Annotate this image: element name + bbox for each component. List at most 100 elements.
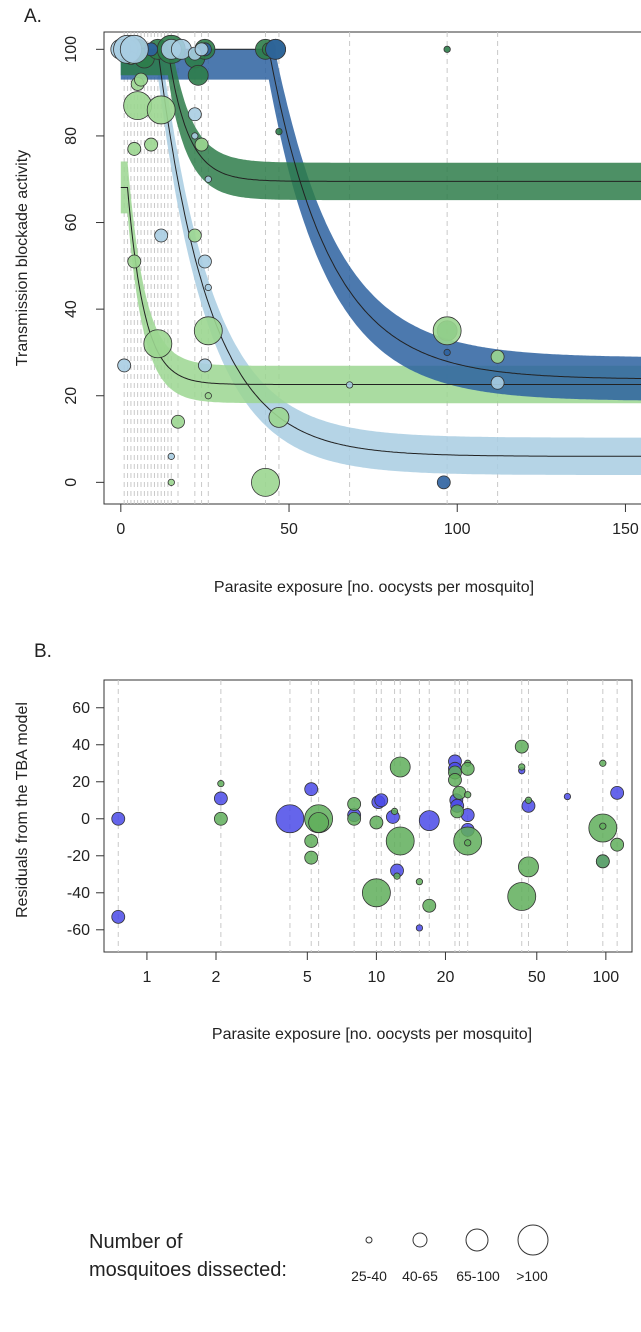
data-point [198, 254, 212, 269]
data-point [123, 91, 153, 121]
data-point [193, 316, 223, 346]
confidence-band [120, 49, 641, 401]
legend-circle-xlarge [517, 1224, 549, 1256]
x-tick-label: 5 [303, 969, 312, 986]
confidence-band [120, 49, 641, 201]
data-point [390, 807, 399, 815]
panel-b-label: B. [34, 641, 52, 662]
data-point [167, 478, 175, 486]
data-point [167, 452, 175, 460]
data-point [415, 924, 424, 932]
legend-bin-label: >100 [516, 1268, 548, 1284]
y-tick-label: 0 [81, 811, 90, 828]
x-tick-label: 1 [142, 969, 151, 986]
data-point [119, 34, 149, 64]
y-tick-label: 20 [63, 387, 80, 405]
data-point [170, 38, 192, 60]
data-point [111, 909, 126, 924]
data-point [265, 38, 286, 60]
data-point [347, 797, 362, 811]
data-point [127, 142, 142, 156]
x-tick-label: 10 [367, 969, 385, 986]
data-point [452, 785, 467, 800]
panel-b: B. 1 2 5 10 20 50 100 -60 -40 -20 0 20 40 60 Parasit… [14, 641, 633, 1043]
data-point [518, 856, 539, 878]
x-tick-label: 2 [212, 969, 221, 986]
data-point [111, 811, 126, 826]
panel-b-plot-frame [103, 679, 633, 953]
data-point [213, 811, 228, 826]
y-tick-label: 20 [72, 774, 90, 791]
panel-a-label: A. [24, 6, 42, 27]
y-tick-label: -20 [67, 848, 90, 865]
legend-bin-label: 40-65 [402, 1268, 438, 1284]
y-tick-label: 80 [63, 127, 80, 145]
data-point [146, 95, 176, 125]
panel-b-y-axis-label: Residuals from the TBA model [14, 702, 31, 918]
data-point [191, 132, 199, 140]
panel-b-exposure-lines [117, 680, 618, 952]
data-point [198, 358, 212, 373]
data-point [595, 854, 610, 869]
data-point [361, 878, 391, 908]
legend-circle-large [465, 1228, 489, 1252]
data-point [171, 414, 185, 429]
data-point [194, 137, 209, 152]
data-point [345, 381, 354, 389]
data-point [432, 316, 462, 346]
data-point [393, 872, 401, 880]
panel-b-x-ticks: 1 2 5 10 20 50 100 [142, 952, 619, 986]
panel-a-x-ticks: 0 50 100 150 [116, 504, 639, 538]
data-point [389, 756, 411, 778]
data-point [514, 739, 529, 754]
data-point [464, 791, 472, 799]
data-point [127, 254, 142, 269]
data-point [304, 782, 319, 797]
data-point [187, 228, 202, 243]
data-point [347, 811, 362, 826]
x-tick-label: 50 [280, 521, 298, 538]
panel-a-y-axis-label: Transmission blockade activity [14, 150, 31, 366]
y-tick-label: 60 [63, 214, 80, 232]
fitted-curve [120, 48, 641, 457]
x-tick-label: 0 [116, 521, 125, 538]
data-point [204, 392, 212, 400]
data-point [308, 812, 330, 833]
data-point [134, 72, 148, 87]
x-tick-label: 50 [528, 969, 546, 986]
data-point [143, 329, 173, 359]
y-tick-label: -60 [67, 922, 90, 939]
data-point [422, 898, 437, 913]
panel-b-data-points [111, 739, 625, 932]
x-tick-label: 150 [612, 521, 639, 538]
data-point [443, 348, 451, 357]
data-point [251, 467, 280, 497]
panel-a-plot-frame [103, 31, 641, 505]
panel-b-x-axis-label: Parasite exposure [no. oocysts per mosqu… [212, 1026, 532, 1043]
data-point [117, 358, 132, 373]
data-point [490, 349, 505, 364]
data-point [599, 822, 607, 830]
data-point [610, 785, 625, 800]
data-point [154, 228, 169, 243]
data-point [610, 837, 625, 852]
data-point [204, 175, 212, 183]
legend-title-line1: Number of [89, 1231, 183, 1253]
x-tick-label: 100 [444, 521, 471, 538]
data-point [369, 815, 384, 830]
x-tick-label: 100 [593, 969, 620, 986]
data-point [385, 826, 415, 856]
panel-a-y-ticks: 0 20 40 60 80 100 [63, 36, 104, 487]
data-point [304, 850, 319, 865]
data-point [507, 882, 537, 911]
data-point [268, 406, 290, 428]
data-point [194, 42, 209, 57]
legend-circle-medium [412, 1232, 428, 1248]
y-tick-label: 100 [63, 36, 80, 63]
fitted-curve [120, 48, 641, 182]
panel-a-x-axis-label: Parasite exposure [no. oocysts per mosqu… [214, 579, 534, 596]
y-tick-label: 0 [63, 478, 80, 487]
data-point [187, 64, 209, 86]
data-point [518, 763, 526, 771]
data-point [144, 137, 158, 152]
